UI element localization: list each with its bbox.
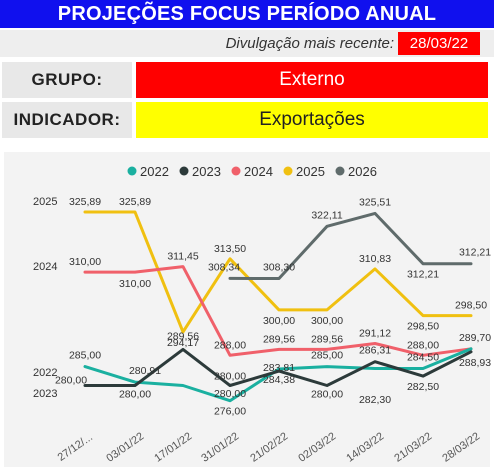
data-label-2024-3: 288,00 bbox=[214, 339, 246, 351]
data-label-2024-2: 311,45 bbox=[167, 251, 198, 263]
data-label-2025-0: 325,89 bbox=[69, 196, 101, 208]
data-label-2025-7: 298,50 bbox=[407, 321, 439, 333]
data-label-2023-2: 289,56 bbox=[167, 330, 199, 342]
series-line-2024 bbox=[83, 265, 473, 357]
data-label-2022-5: 285,00 bbox=[311, 350, 343, 362]
data-label-2025-5: 300,00 bbox=[311, 315, 343, 327]
data-label-2023-6: 286,31 bbox=[359, 345, 391, 357]
grupo-select[interactable]: Externo bbox=[136, 62, 488, 98]
row-label-2022: 2022 bbox=[33, 367, 57, 379]
series-line-2026 bbox=[228, 211, 473, 280]
legend-label-2025: 2025 bbox=[296, 164, 325, 179]
legend-label-2026: 2026 bbox=[348, 164, 377, 179]
legend-marker-2023 bbox=[179, 166, 189, 176]
series-line-2022 bbox=[83, 347, 473, 403]
data-label-2024-4: 289,56 bbox=[263, 333, 295, 345]
legend-marker-2022 bbox=[127, 166, 137, 176]
data-label-2025-3: 313,50 bbox=[214, 243, 246, 255]
data-label-2022-1: 280,91 bbox=[129, 365, 161, 377]
data-label-2023-4: 283,81 bbox=[263, 362, 295, 374]
row-label-2025: 2025 bbox=[33, 196, 57, 208]
data-label-2026-8: 312,21 bbox=[459, 247, 491, 259]
data-label-2025-8: 298,50 bbox=[455, 300, 487, 312]
data-label-2023-extra-0: 280,00 bbox=[214, 388, 246, 400]
data-label-2022-7: 284,50 bbox=[407, 352, 439, 364]
data-label-2023-5: 280,00 bbox=[311, 389, 343, 401]
data-label-2023-8: 288,93 bbox=[459, 357, 491, 369]
data-label-2026-7: 312,21 bbox=[407, 269, 439, 281]
page-title: PROJEÇÕES FOCUS PERÍODO ANUAL bbox=[0, 0, 494, 28]
data-label-2022-0: 285,00 bbox=[69, 350, 101, 362]
series-line-2023 bbox=[83, 347, 473, 387]
row-label-2023: 2023 bbox=[33, 388, 57, 400]
publication-row: Divulgação mais recente: 28/03/22 bbox=[0, 30, 494, 57]
line-chart: 2022 2023 2024 2025 2026 2025 2024 2022 2023 285,… bbox=[0, 150, 494, 469]
indicador-label: INDICADOR: bbox=[2, 102, 132, 138]
data-label-2024-1: 310,00 bbox=[119, 278, 151, 290]
grupo-label: GRUPO: bbox=[2, 62, 132, 98]
data-label-2026-3: 308,34 bbox=[208, 261, 240, 273]
data-label-2025-2: 294,17 bbox=[167, 337, 199, 349]
indicador-select[interactable]: Exportações bbox=[136, 102, 488, 138]
chart-svg: 2022 2023 2024 2025 2026 2025 2024 2022 2023 285,… bbox=[4, 152, 491, 467]
data-label-2022-4: 284,38 bbox=[263, 374, 295, 386]
chart-background bbox=[4, 152, 490, 467]
row-label-2024: 2024 bbox=[33, 261, 57, 273]
legend-label-2023: 2023 bbox=[192, 164, 221, 179]
data-label-2025-1: 325,89 bbox=[119, 196, 151, 208]
publication-label: Divulgação mais recente: bbox=[225, 35, 394, 52]
data-label-2022-3: 276,00 bbox=[214, 406, 246, 418]
legend-marker-2025 bbox=[283, 166, 293, 176]
legend-label-2024: 2024 bbox=[244, 164, 273, 179]
data-label-2024-6: 291,12 bbox=[359, 327, 391, 339]
data-label-2026-6: 325,51 bbox=[359, 196, 391, 208]
data-label-2023-1: 280,00 bbox=[119, 389, 151, 401]
data-label-2023-0: 280,00 bbox=[55, 375, 87, 387]
publication-date: 28/03/22 bbox=[398, 32, 480, 55]
legend-marker-2026 bbox=[335, 166, 345, 176]
data-label-2024-0: 310,00 bbox=[69, 256, 101, 268]
series-line-2025 bbox=[83, 210, 473, 334]
legend-marker-2024 bbox=[231, 166, 241, 176]
data-label-2026-5: 322,11 bbox=[311, 209, 342, 221]
data-label-2024-7: 288,00 bbox=[407, 339, 439, 351]
data-label-2025-4: 300,00 bbox=[263, 315, 295, 327]
data-label-2023-3: 280,00 bbox=[214, 371, 246, 383]
data-label-2023-extra-1: 282,30 bbox=[359, 394, 391, 406]
data-label-2026-4: 308,30 bbox=[263, 262, 295, 274]
data-label-2023-7: 282,50 bbox=[407, 381, 439, 393]
data-label-2025-6: 310,83 bbox=[359, 253, 391, 265]
data-label-2022-8: 289,70 bbox=[459, 332, 491, 344]
data-label-2024-5: 289,56 bbox=[311, 333, 343, 345]
legend-label-2022: 2022 bbox=[140, 164, 169, 179]
